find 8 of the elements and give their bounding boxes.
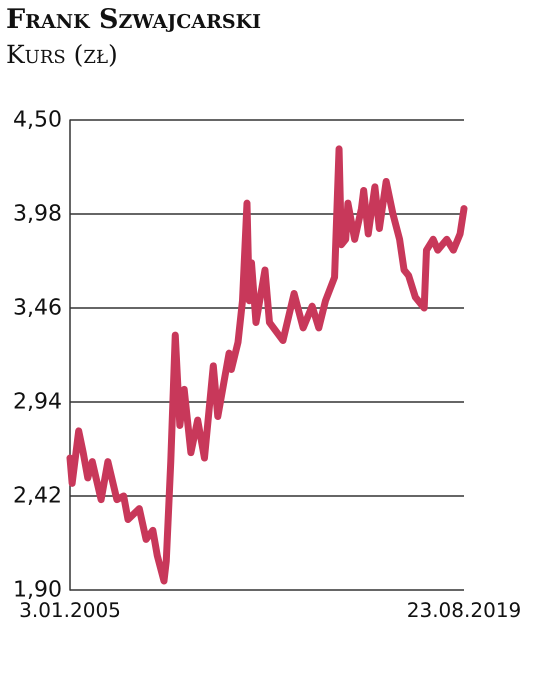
y-tick-label: 3,98: [13, 202, 62, 226]
x-tick-label: 23.08.2019: [406, 598, 522, 622]
y-tick-label: 2,42: [13, 484, 62, 508]
chart-title: Frank Szwajcarski: [6, 4, 261, 35]
chart-subtitle: Kurs (zł): [6, 40, 118, 69]
y-tick-label: 3,46: [13, 296, 62, 320]
y-tick-label: 2,94: [13, 390, 62, 414]
y-tick-label: 4,50: [13, 108, 62, 132]
